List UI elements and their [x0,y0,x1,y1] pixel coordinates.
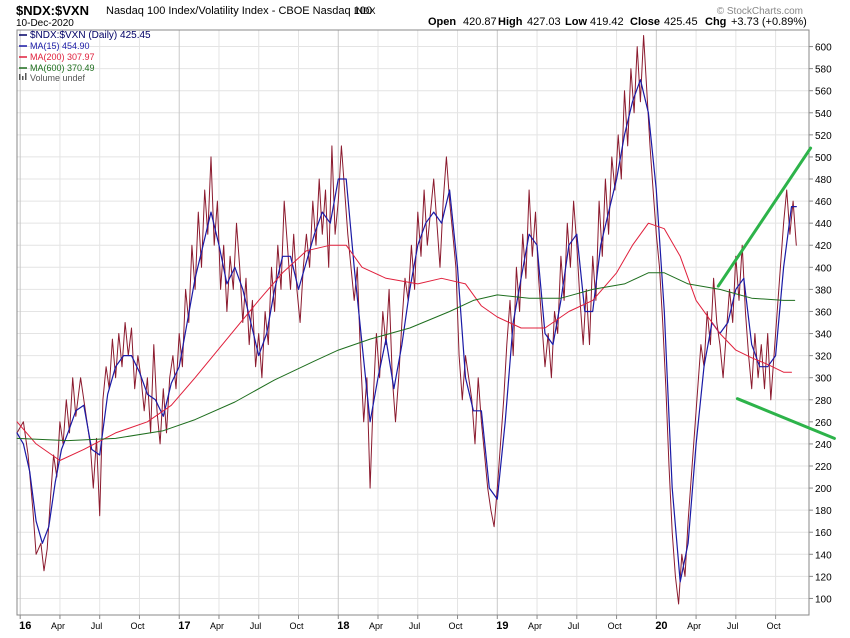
series-line-upper-trend-line [716,146,813,288]
exchange-label: INDX [354,6,376,16]
x-tick-label: Oct [449,621,464,631]
x-tick-label: Jul [409,621,421,631]
series-line-ma-600 [16,272,796,442]
x-tick-label: 18 [337,620,349,632]
legend-price: $NDX:$VXN (Daily) 425.45 [30,30,151,41]
low-value: 419.42 [590,16,624,28]
series-line-ndx-vxn-daily [16,35,797,605]
y-tick-label: 480 [815,175,832,186]
x-tick-label: Apr [210,621,224,631]
y-tick-label: 600 [815,43,832,54]
y-tick-label: 400 [815,263,832,274]
volume-icon-bar [25,73,27,80]
close-value: 425.45 [664,16,698,28]
legend-volume: Volume undef [30,73,86,83]
y-tick-label: 540 [815,109,832,120]
x-tick-label: Oct [289,621,304,631]
x-tick-label: 16 [19,620,31,632]
y-tick-label: 360 [815,307,832,318]
symbol-label: $NDX:$VXN [16,3,89,18]
chg-label: Chg [705,16,726,28]
x-tick-label: Apr [528,621,542,631]
y-tick-label: 260 [815,418,832,429]
open-value: 420.87 [463,16,497,28]
close-label: Close [630,16,660,28]
high-label: High [498,16,523,28]
x-tick-label: Oct [130,621,145,631]
y-tick-label: 580 [815,65,832,76]
x-tick-label: Apr [369,621,383,631]
x-tick-label: 20 [655,620,667,632]
x-tick-label: Apr [51,621,65,631]
y-tick-label: 440 [815,219,832,230]
series-line-ma-15 [16,79,797,583]
x-tick-label: 19 [496,620,508,632]
volume-icon-bar [22,76,24,80]
x-axis: 16 Apr Jul Oct 17 Apr Jul Oct 18 Apr Jul Oct 19 Apr Ju… [19,615,781,632]
y-tick-label: 100 [815,594,832,605]
y-tick-label: 380 [815,285,832,296]
y-tick-label: 500 [815,153,832,164]
y-tick-label: 340 [815,330,832,341]
series-line-ma-200 [16,222,792,461]
x-tick-label: Oct [767,621,782,631]
y-tick-label: 200 [815,484,832,495]
y-axis: 100 120 140 160 180 200 220 240 260 280 300 320 340 3… [809,43,832,605]
x-tick-label: Jul [727,621,739,631]
date-label: 10-Dec-2020 [16,18,74,29]
y-tick-label: 180 [815,506,832,517]
series-layer [16,35,836,605]
y-tick-label: 280 [815,396,832,407]
x-tick-label: Jul [568,621,580,631]
x-tick-label: 17 [178,620,190,632]
chg-value: +3.73 (+0.89%) [731,16,807,28]
y-tick-label: 240 [815,440,832,451]
x-tick-label: Jul [250,621,262,631]
x-tick-label: Apr [687,621,701,631]
y-tick-label: 560 [815,87,832,98]
legend-ma600: MA(600) 370.49 [30,63,95,73]
legend-ma15: MA(15) 454.90 [30,41,90,51]
high-value: 427.03 [527,16,561,28]
y-tick-label: 160 [815,528,832,539]
y-tick-label: 460 [815,197,832,208]
y-tick-label: 320 [815,352,832,363]
watermark: © StockCharts.com [717,6,803,17]
y-tick-label: 220 [815,462,832,473]
x-tick-label: Oct [608,621,623,631]
series-line-lower-trend-line [735,397,836,440]
y-tick-label: 120 [815,572,832,583]
y-tick-label: 520 [815,131,832,142]
plot-frame [16,29,810,616]
y-tick-label: 140 [815,550,832,561]
legend-ma200: MA(200) 307.97 [30,52,95,62]
legend: $NDX:$VXN (Daily) 425.45 MA(15) 454.90 M… [19,30,151,83]
low-label: Low [565,16,587,28]
y-tick-label: 300 [815,374,832,385]
volume-icon [19,74,21,80]
y-tick-label: 420 [815,241,832,252]
x-tick-label: Jul [91,621,103,631]
description-label: Nasdaq 100 Index/Volatility Index - CBOE… [106,5,372,17]
open-label: Open [428,16,456,28]
grid-layer [17,30,809,615]
